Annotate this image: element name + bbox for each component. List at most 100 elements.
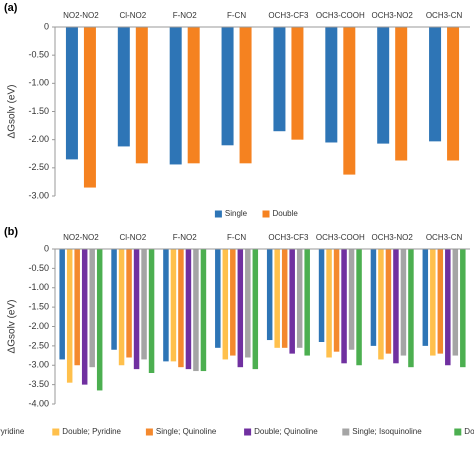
bar: [304, 249, 310, 356]
legend-label: Single; Quinoline: [156, 427, 217, 436]
bar: [326, 249, 332, 358]
y-tick-label: -1.50: [28, 106, 49, 116]
bar: [377, 27, 390, 144]
x-tick-label: OCH3-CN: [426, 233, 463, 242]
bar: [266, 249, 273, 341]
legend-label: Double; Quinoline: [254, 427, 318, 436]
legend-label: Single; Pyridine: [0, 427, 25, 436]
bar: [118, 249, 125, 366]
x-tick-label: OCH3-COOH: [316, 11, 365, 20]
bar: [117, 27, 130, 147]
legend-label: Single: [225, 209, 248, 218]
y-tick-label: -3.00: [28, 190, 49, 200]
bar: [65, 27, 78, 160]
y-tick-label: -2.50: [28, 162, 49, 172]
bar: [89, 249, 95, 368]
x-tick-label: OCH3-CF3: [268, 11, 309, 20]
bar: [378, 249, 384, 360]
bar: [59, 249, 65, 360]
y-tick-label: -0.50: [28, 263, 49, 273]
x-tick-label: F-NO2: [173, 11, 198, 20]
y-axis-title: ΔGsolv (eV): [7, 300, 18, 354]
x-tick-label: OCH3-COOH: [316, 233, 365, 242]
y-tick-label: -1.00: [28, 78, 49, 88]
bar: [343, 27, 356, 175]
bar: [170, 249, 177, 362]
y-tick-label: -2.00: [28, 321, 49, 331]
bar: [169, 27, 182, 165]
bar: [393, 249, 399, 364]
bar: [318, 249, 325, 342]
x-tick-label: OCH3-CF3: [268, 233, 309, 242]
y-axis-title: ΔGsolv (eV): [7, 85, 18, 139]
bar: [356, 249, 362, 366]
bar: [215, 249, 221, 348]
legend-label: Single; Isoquinoline: [352, 427, 422, 436]
bar: [333, 249, 340, 352]
panel-label: (a): [4, 2, 18, 14]
x-tick-label: Cl-NO2: [119, 233, 146, 242]
bar: [245, 249, 251, 358]
bar: [325, 27, 338, 143]
legend-swatch: [244, 428, 252, 436]
bar: [111, 249, 117, 350]
y-tick-label: 0: [44, 21, 49, 31]
bar: [148, 249, 155, 373]
bar: [178, 249, 184, 368]
legend-label: Double; Isoquinoline: [464, 427, 474, 436]
bar: [222, 249, 229, 360]
y-tick-label: -0.50: [28, 50, 49, 60]
y-tick-label: -3.50: [28, 379, 49, 389]
bar: [408, 249, 414, 368]
bar: [163, 249, 169, 362]
y-tick-label: -3.00: [28, 360, 49, 370]
bar: [274, 249, 280, 348]
bar: [187, 27, 200, 164]
bar: [200, 249, 207, 372]
bar: [239, 27, 252, 164]
bar: [141, 249, 147, 360]
bar: [429, 27, 442, 142]
bar: [422, 249, 429, 346]
bar: [348, 249, 355, 350]
x-tick-label: OCH3-NO2: [372, 11, 414, 20]
bar: [133, 249, 140, 370]
bar: [341, 249, 347, 364]
x-tick-label: F-NO2: [173, 233, 198, 242]
bar: [452, 249, 459, 356]
legend-label: Double: [273, 209, 299, 218]
x-tick-label: NO2-NO2: [63, 11, 99, 20]
bar: [221, 27, 234, 146]
legend-swatch: [214, 210, 222, 218]
y-tick-label: -4.00: [28, 398, 49, 408]
bar: [460, 249, 466, 368]
bar: [185, 249, 192, 370]
y-tick-label: -1.50: [28, 302, 49, 312]
x-tick-label: F-CN: [227, 11, 246, 20]
bar: [385, 249, 392, 354]
bar: [291, 27, 304, 140]
bar: [296, 249, 303, 348]
y-tick-label: 0: [44, 243, 49, 253]
y-tick-label: -2.00: [28, 134, 49, 144]
panel-label: (b): [4, 226, 18, 238]
bar: [96, 249, 103, 391]
x-tick-label: OCH3-CN: [426, 11, 463, 20]
bar: [281, 249, 288, 348]
bar: [81, 249, 88, 385]
legend-swatch: [145, 428, 153, 436]
x-tick-label: NO2-NO2: [63, 233, 99, 242]
bar: [370, 249, 377, 346]
bar: [237, 249, 244, 368]
x-tick-label: F-CN: [227, 233, 246, 242]
legend-swatch: [262, 210, 270, 218]
bar: [289, 249, 295, 354]
y-tick-label: -2.50: [28, 340, 49, 350]
bar: [252, 249, 259, 370]
bar: [126, 249, 132, 358]
bar: [445, 249, 451, 366]
legend-swatch: [454, 428, 462, 436]
legend-label: Double; Pyridine: [62, 427, 121, 436]
legend-swatch: [342, 428, 350, 436]
